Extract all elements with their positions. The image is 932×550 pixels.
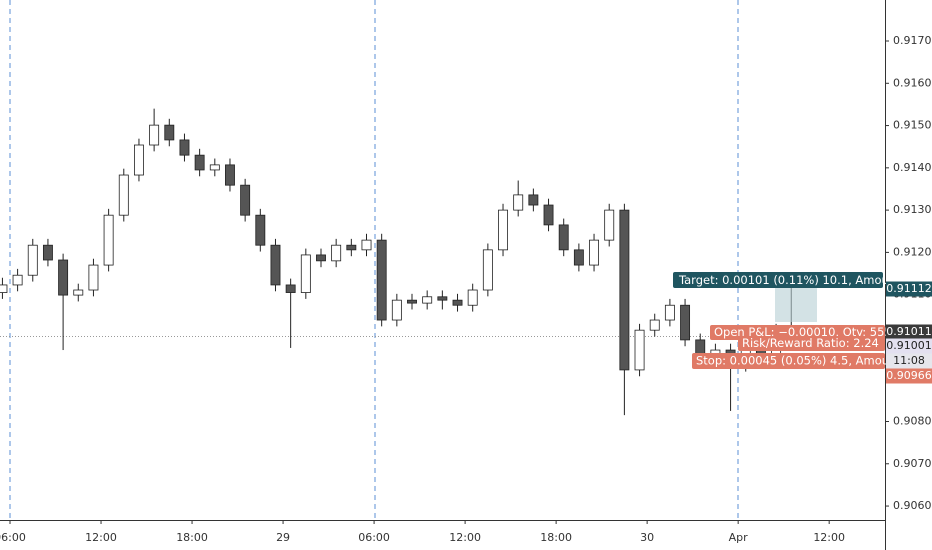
candle-body bbox=[42, 244, 53, 261]
candle-body bbox=[134, 144, 144, 176]
price-badge bbox=[886, 281, 932, 297]
candle-body bbox=[179, 139, 190, 156]
candle-body bbox=[422, 296, 433, 304]
price-badge-label: 11:08 bbox=[893, 354, 925, 367]
candle-body bbox=[664, 304, 675, 321]
candle-body bbox=[604, 209, 615, 241]
candle-body bbox=[300, 254, 311, 293]
price-badge bbox=[886, 324, 932, 340]
candle-body bbox=[12, 274, 23, 286]
price-badge-label: 0.91112 bbox=[886, 282, 932, 295]
target-box bbox=[673, 272, 883, 288]
x-tick-label: 12:00 bbox=[449, 531, 481, 544]
candle-body bbox=[149, 124, 160, 146]
candle-body bbox=[331, 244, 342, 262]
candle-body bbox=[407, 299, 417, 304]
candle-body bbox=[240, 184, 251, 216]
x-tick-label: 18:00 bbox=[540, 531, 572, 544]
candle-body bbox=[270, 244, 281, 286]
candle-body bbox=[437, 296, 448, 301]
candle-body bbox=[649, 319, 660, 331]
candle-body bbox=[0, 284, 8, 293]
x-tick-label: 06:00 bbox=[358, 531, 390, 544]
candle-body bbox=[285, 284, 296, 293]
candle-body bbox=[558, 224, 569, 251]
price-badge-label: 0.91001 bbox=[886, 339, 932, 352]
candle-body bbox=[573, 249, 584, 266]
stop-box bbox=[692, 353, 885, 369]
price-badge bbox=[886, 353, 932, 369]
x-tick-label: 06:00 bbox=[0, 531, 26, 544]
candle-body bbox=[73, 289, 84, 296]
position-overlay: Target: 0.00101 (0.11%) 10.1, Amount: Op… bbox=[673, 272, 906, 369]
candle-body bbox=[58, 259, 69, 296]
candle-body bbox=[528, 194, 539, 206]
stop-label: Stop: 0.00045 (0.05%) 4.5, Amount: bbox=[696, 354, 905, 368]
candle-body bbox=[346, 244, 357, 251]
candle-body bbox=[467, 289, 478, 306]
candle-body bbox=[482, 249, 493, 291]
open-pnl-label: Open P&L: −0.00010, Qty: 55555 bbox=[714, 325, 906, 339]
candle-body bbox=[391, 299, 402, 321]
candle-body bbox=[376, 239, 387, 321]
price-badge bbox=[886, 368, 932, 384]
candle-body bbox=[513, 194, 524, 211]
candle-body bbox=[361, 239, 372, 251]
price-badge-label: 0.91011 bbox=[886, 325, 932, 338]
risk-reward-label: Risk/Reward Ratio: 2.24 bbox=[742, 336, 879, 350]
candle-body bbox=[88, 264, 99, 291]
x-tick-label: 29 bbox=[276, 531, 290, 544]
target-zone bbox=[775, 288, 817, 322]
candle-body bbox=[316, 254, 326, 262]
x-tick-label: 30 bbox=[640, 531, 654, 544]
candle-body bbox=[619, 209, 630, 371]
candle-body bbox=[27, 244, 38, 276]
candle-body bbox=[103, 214, 114, 266]
target-label: Target: 0.00101 (0.11%) 10.1, Amount: bbox=[678, 273, 904, 287]
candle-body bbox=[209, 164, 220, 171]
x-tick-label: 18:00 bbox=[176, 531, 208, 544]
candle-body bbox=[634, 329, 645, 371]
session-breaks bbox=[9, 0, 739, 520]
candle-body bbox=[498, 209, 508, 251]
candle-body bbox=[194, 154, 205, 171]
price-badge bbox=[886, 338, 932, 354]
candle-body bbox=[543, 204, 554, 226]
x-tick-label: Apr bbox=[729, 531, 749, 544]
candle-body bbox=[164, 124, 175, 141]
price-badge-label: 0.90966 bbox=[886, 369, 932, 382]
candle-body bbox=[589, 239, 599, 266]
candle-body bbox=[680, 304, 691, 341]
rr-box bbox=[738, 336, 885, 351]
candle-body bbox=[452, 299, 463, 306]
x-tick-label: 12:00 bbox=[813, 531, 845, 544]
candle-body bbox=[225, 164, 235, 186]
x-tick-label: 12:00 bbox=[85, 531, 117, 544]
y-tick-label: 0.90600 bbox=[893, 499, 932, 512]
candle-body bbox=[118, 174, 129, 216]
candle-body bbox=[255, 214, 266, 246]
